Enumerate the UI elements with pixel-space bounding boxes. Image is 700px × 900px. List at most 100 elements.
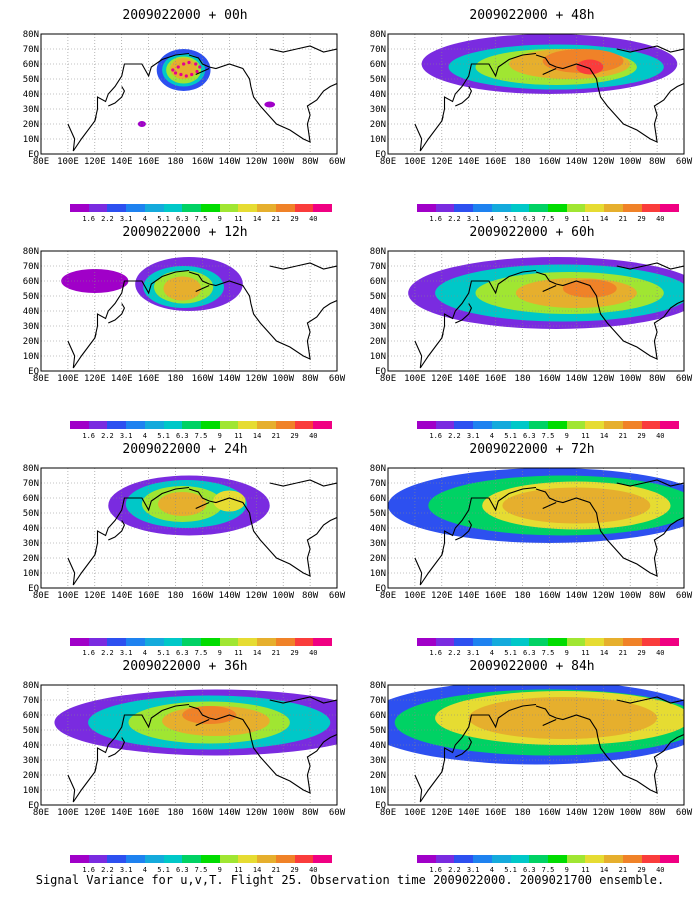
colorbar-swatch xyxy=(454,855,474,863)
colorbar-tick-label: 5.1 xyxy=(157,215,170,223)
lat-label: 10N xyxy=(23,135,39,145)
colorbar-swatch xyxy=(510,855,530,863)
lon-label: 140W xyxy=(219,157,241,167)
lat-label: EQ xyxy=(375,150,386,160)
variance-contour xyxy=(502,487,651,524)
colorbar-tick-label: 2.2 xyxy=(448,215,461,223)
colorbar-swatch xyxy=(238,421,258,429)
colorbar-swatch xyxy=(454,204,474,212)
colorbar-tick-label: 5.1 xyxy=(504,649,517,657)
colorbar-swatch xyxy=(641,638,661,646)
map-frame xyxy=(387,467,685,589)
colorbar-tick-label: 6.3 xyxy=(175,432,189,440)
coastline xyxy=(188,705,337,794)
colorbar-swatch xyxy=(238,204,258,212)
lat-label: 50N xyxy=(23,292,39,302)
colorbar-tick-label: 7.5 xyxy=(541,649,555,657)
colorbar-swatch xyxy=(163,204,183,212)
colorbar-tick-label: 4 xyxy=(489,649,494,657)
panel-title: 2009022000 + 00h xyxy=(122,8,248,23)
coastline xyxy=(542,718,557,727)
lon-label: 60W xyxy=(329,591,346,601)
lat-label: 70N xyxy=(370,45,386,55)
map-panel: 2009022000 + 48h 80N 70N 60N 50N 40N 30N 20N 10N… xyxy=(362,8,700,223)
lon-label: 80E xyxy=(33,591,49,601)
lon-label: 60W xyxy=(329,374,346,384)
colorbar: 1.6 2.2 3.1 4 5.1 6.3 7.5 9 11 14 21 29 40 xyxy=(70,204,333,226)
lat-label: 50N xyxy=(370,726,386,736)
coastline xyxy=(188,54,337,143)
lat-label: 10N xyxy=(23,786,39,796)
colorbar-swatch xyxy=(201,421,221,429)
lon-label: 160E xyxy=(138,374,160,384)
colorbar-swatch xyxy=(257,855,277,863)
colorbar-swatch xyxy=(107,421,127,429)
lon-label: 120E xyxy=(84,591,106,601)
colorbar-swatch xyxy=(435,204,455,212)
colorbar-swatch xyxy=(257,204,277,212)
colorbar-swatch xyxy=(275,421,296,429)
colorbar-swatch xyxy=(88,421,108,429)
lat-label: 20N xyxy=(23,554,39,564)
colorbar-tick-label: 2.2 xyxy=(101,432,114,440)
lon-label: 80E xyxy=(380,808,396,818)
lon-label: 120W xyxy=(245,157,267,167)
lon-label: 80W xyxy=(302,157,319,167)
colorbar-swatch xyxy=(70,204,90,212)
variance-contour xyxy=(576,59,604,75)
colorbar-tick-label: 5.1 xyxy=(504,432,517,440)
colorbar-tick-label: 6.3 xyxy=(175,215,189,223)
lat-label: EQ xyxy=(375,367,386,377)
colorbar-swatch xyxy=(548,421,568,429)
panel-title: 2009022000 + 84h xyxy=(469,659,595,674)
variance-contour xyxy=(163,276,202,301)
lat-label: 60N xyxy=(370,711,386,721)
colorbar: 1.6 2.2 3.1 4 5.1 6.3 7.5 9 11 14 21 29 40 xyxy=(70,638,333,660)
coastline xyxy=(269,696,337,704)
lon-label: 160E xyxy=(485,157,507,167)
lat-label: 50N xyxy=(23,75,39,85)
lat-label: 70N xyxy=(370,262,386,272)
lon-label: 100W xyxy=(619,157,641,167)
map-frame xyxy=(40,467,338,589)
coastline xyxy=(67,703,190,803)
colorbar-swatch xyxy=(566,421,586,429)
coastline xyxy=(455,86,473,107)
colorbar: 1.6 2.2 3.1 4 5.1 6.3 7.5 9 11 14 21 29 40 xyxy=(417,855,680,877)
coastline xyxy=(94,333,97,339)
coastline xyxy=(94,550,97,556)
map-frame xyxy=(40,250,338,372)
lon-label: 120E xyxy=(431,374,453,384)
colorbar-swatch xyxy=(275,855,296,863)
colorbar-swatch xyxy=(88,204,108,212)
lon-label: 80W xyxy=(302,808,319,818)
lat-label: 10N xyxy=(370,135,386,145)
lat-label: 60N xyxy=(370,277,386,287)
lat-label: 20N xyxy=(370,554,386,564)
map-panel: 2009022000 + 00h 80N 70N 60N 50N 40N 30N 20N 10N… xyxy=(15,8,355,223)
colorbar-tick-label: 5.1 xyxy=(157,432,170,440)
lon-label: 100W xyxy=(272,374,294,384)
colorbar-swatch xyxy=(201,204,221,212)
colorbar-tick-label: 6.3 xyxy=(175,649,189,657)
lat-label: 40N xyxy=(370,90,386,100)
coastline xyxy=(188,271,337,360)
lon-label: 80E xyxy=(33,157,49,167)
colorbar-tick-label: 14 xyxy=(599,649,609,657)
observation-marker xyxy=(179,72,183,77)
colorbar-swatch xyxy=(604,638,624,646)
lon-label: 120W xyxy=(592,808,614,818)
panel-title: 2009022000 + 60h xyxy=(469,225,595,240)
panel-title: 2009022000 + 36h xyxy=(122,659,248,674)
lon-label: 100W xyxy=(272,157,294,167)
coastline xyxy=(269,479,337,487)
figure-caption: Signal Variance for u,v,T. Flight 25. Ob… xyxy=(35,873,665,887)
colorbar-tick-label: 7.5 xyxy=(194,432,208,440)
lon-label: 160E xyxy=(138,808,160,818)
colorbar-swatch xyxy=(126,204,146,212)
colorbar-swatch xyxy=(454,421,474,429)
lat-label: 50N xyxy=(370,75,386,85)
lon-label: 140E xyxy=(111,157,133,167)
colorbar-swatch xyxy=(126,855,146,863)
